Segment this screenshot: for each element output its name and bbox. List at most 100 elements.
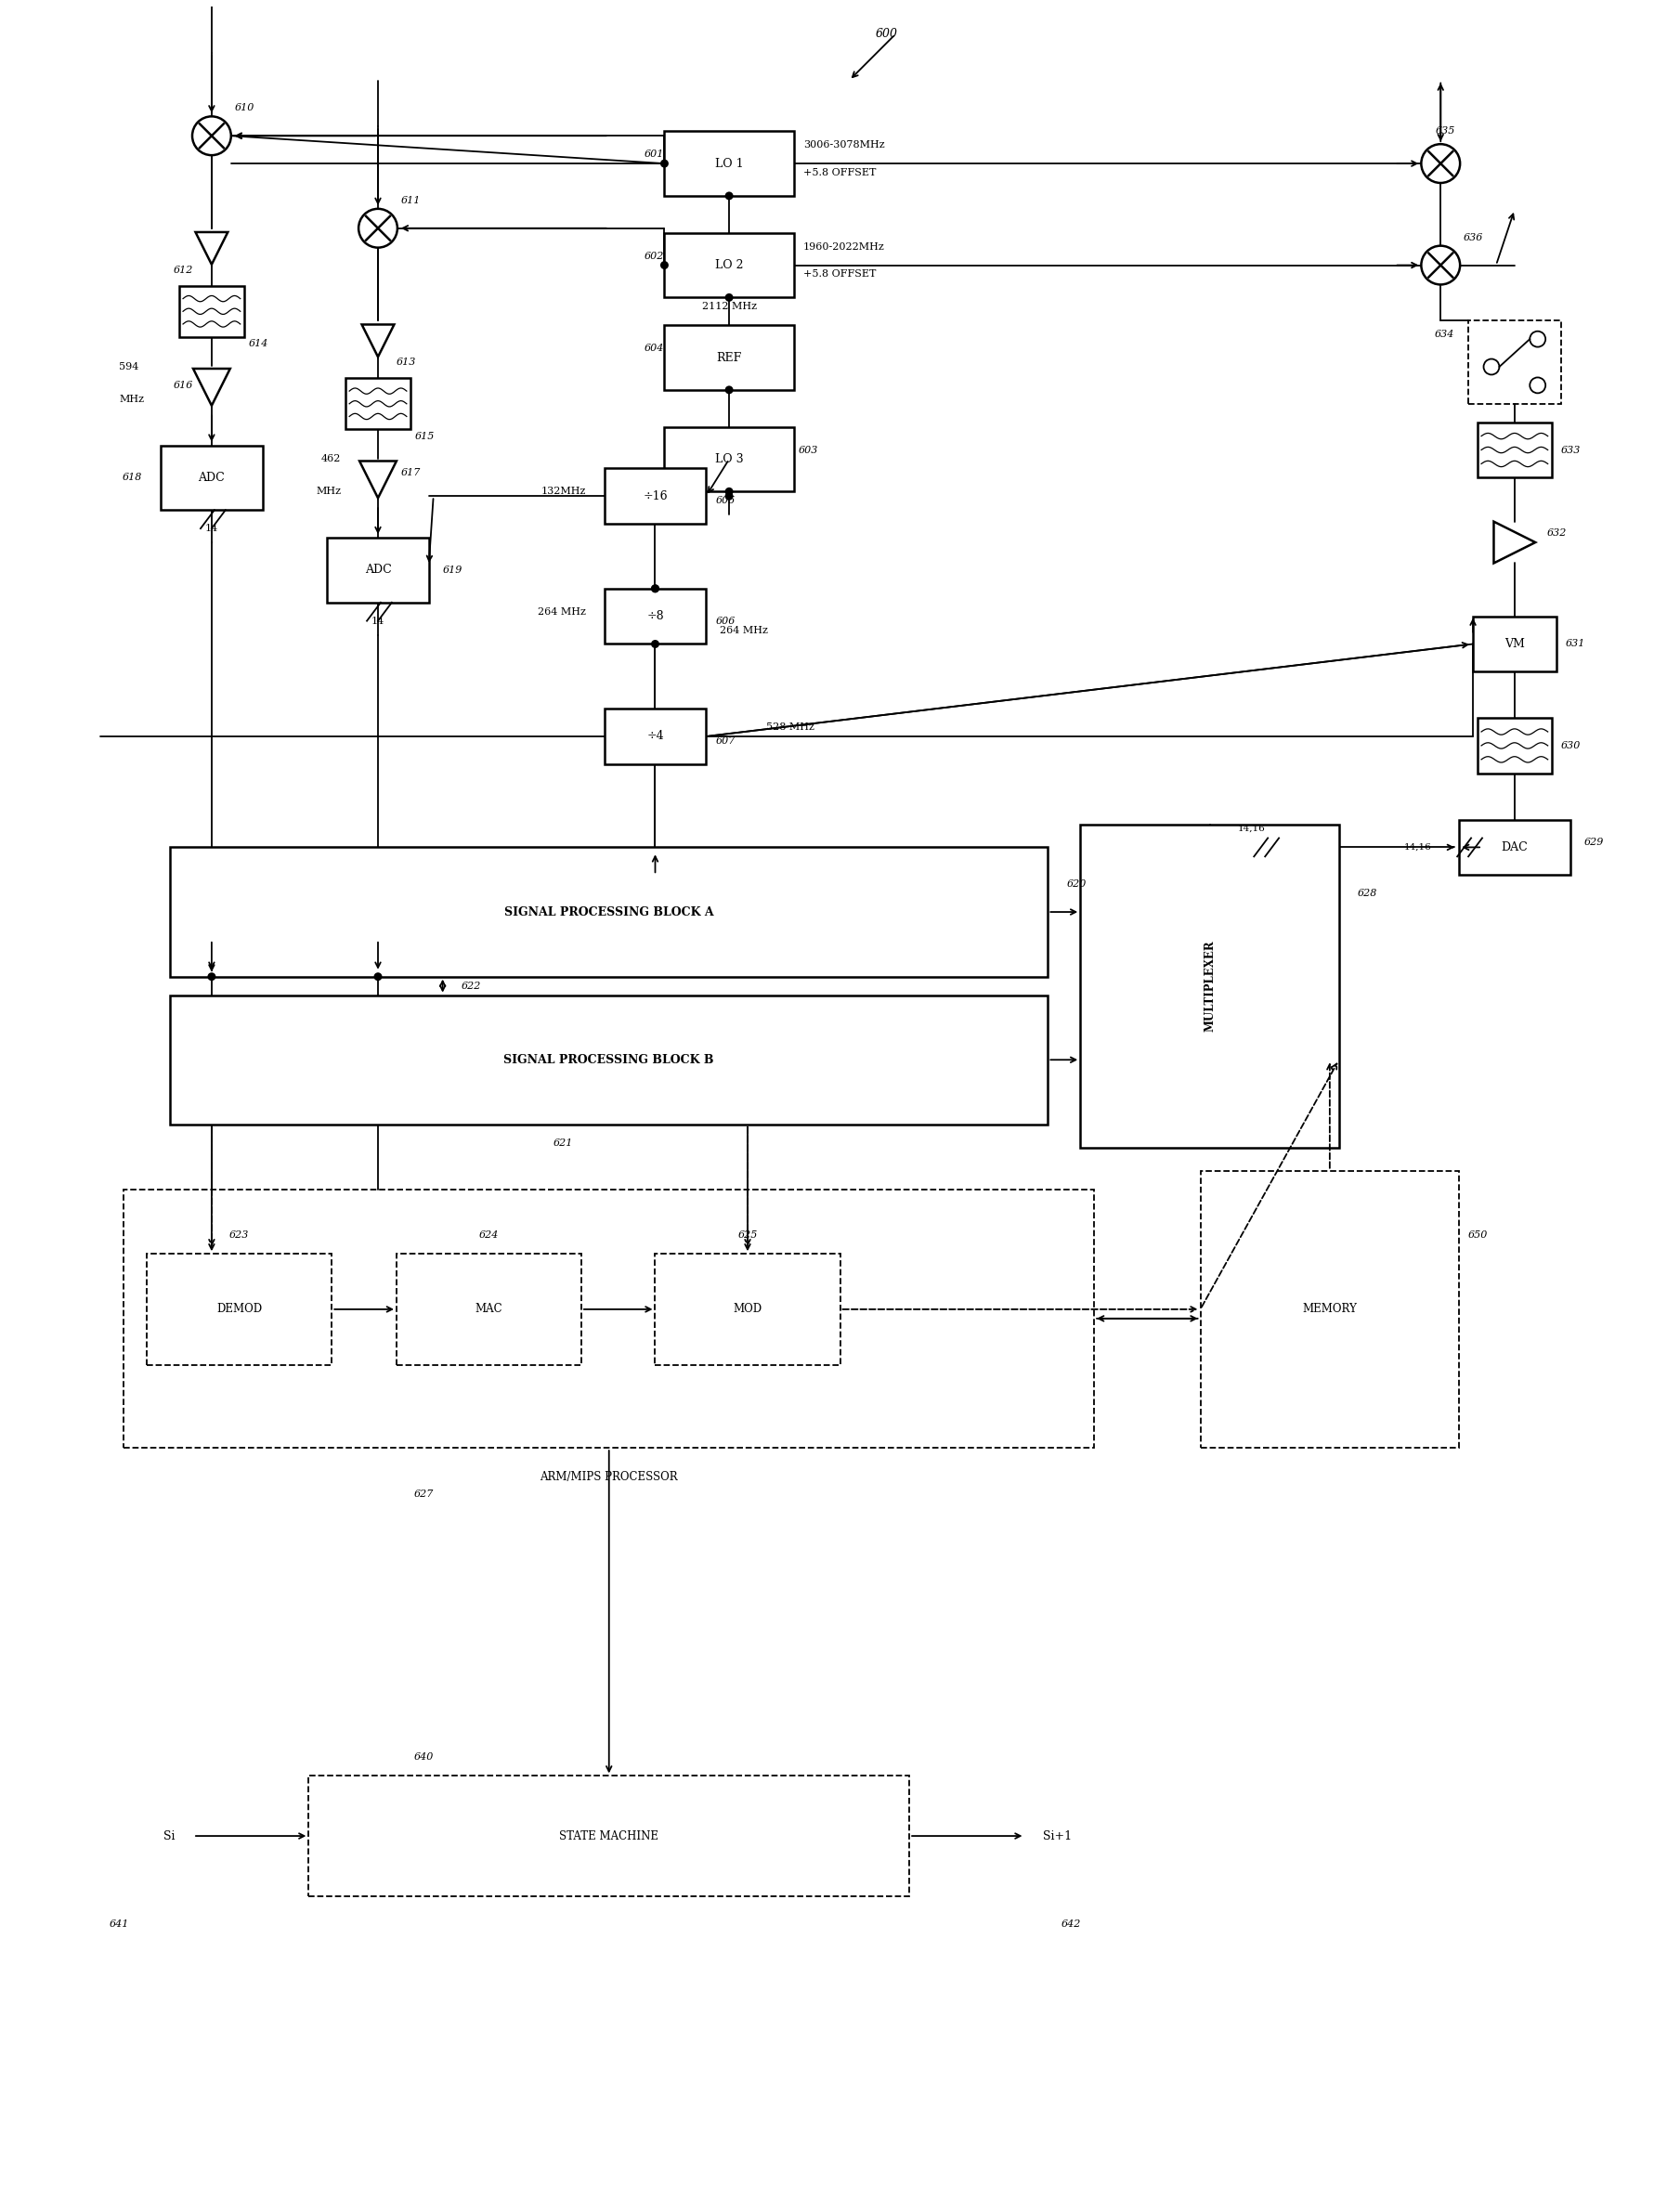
Text: LO 2: LO 2 — [716, 259, 743, 272]
Bar — [1478, 719, 1552, 774]
Text: 462: 462 — [321, 453, 341, 465]
Text: 633: 633 — [1561, 445, 1581, 456]
Text: VM: VM — [1504, 637, 1525, 650]
Text: 631: 631 — [1566, 639, 1586, 648]
Text: 610: 610 — [235, 104, 255, 113]
Circle shape — [1530, 332, 1546, 347]
Text: DAC: DAC — [1502, 841, 1527, 854]
Text: 605: 605 — [716, 495, 736, 504]
Text: 613: 613 — [396, 358, 417, 367]
Text: MULTIPLEXER: MULTIPLEXER — [1203, 940, 1216, 1031]
Text: ADC: ADC — [198, 471, 225, 484]
Text: MHz: MHz — [316, 487, 341, 495]
Bar — [1478, 422, 1552, 478]
Text: MOD: MOD — [732, 1303, 763, 1316]
Circle shape — [192, 117, 232, 155]
Bar — [664, 427, 793, 491]
Text: MAC: MAC — [475, 1303, 502, 1316]
Polygon shape — [360, 460, 396, 498]
Text: 603: 603 — [798, 445, 818, 456]
Text: 640: 640 — [415, 1752, 433, 1763]
Polygon shape — [361, 325, 395, 356]
Bar — [396, 1254, 581, 1365]
Text: 611: 611 — [402, 197, 422, 206]
Text: 635: 635 — [1435, 126, 1455, 135]
Text: REF: REF — [716, 352, 743, 363]
Text: 264 MHz: 264 MHz — [719, 626, 768, 635]
Bar — [605, 588, 706, 644]
Text: 622: 622 — [460, 982, 480, 991]
Circle shape — [652, 639, 659, 648]
Bar — [605, 469, 706, 524]
Circle shape — [358, 208, 398, 248]
Circle shape — [1421, 246, 1460, 285]
Bar — [328, 538, 428, 602]
Text: ÷16: ÷16 — [643, 491, 667, 502]
Polygon shape — [195, 232, 228, 265]
Text: 628: 628 — [1357, 889, 1378, 898]
Circle shape — [1421, 144, 1460, 184]
Text: 14,16: 14,16 — [1238, 825, 1265, 834]
Circle shape — [660, 159, 669, 168]
Text: 612: 612 — [173, 265, 193, 274]
Text: 3006-3078MHz: 3006-3078MHz — [803, 139, 884, 150]
Text: ARM/MIPS PROCESSOR: ARM/MIPS PROCESSOR — [539, 1471, 679, 1482]
Circle shape — [652, 584, 659, 593]
Text: 14,16: 14,16 — [1404, 843, 1431, 852]
Text: MHz: MHz — [119, 394, 144, 405]
Text: 632: 632 — [1547, 529, 1567, 538]
Bar — [180, 285, 244, 336]
Text: 606: 606 — [716, 617, 736, 626]
Text: 625: 625 — [738, 1230, 758, 1241]
Text: DEMOD: DEMOD — [217, 1303, 262, 1316]
Text: ÷8: ÷8 — [647, 611, 664, 622]
Text: ADC: ADC — [365, 564, 391, 575]
Text: +5.8 OFFSET: +5.8 OFFSET — [803, 270, 875, 279]
Text: LO 1: LO 1 — [716, 157, 743, 170]
Text: 2112 MHz: 2112 MHz — [702, 303, 756, 312]
Text: 618: 618 — [123, 473, 143, 482]
Bar — [170, 995, 1048, 1124]
Polygon shape — [193, 369, 230, 405]
Bar — [1468, 321, 1561, 405]
Text: 619: 619 — [442, 566, 462, 575]
Text: MEMORY: MEMORY — [1302, 1303, 1357, 1316]
Text: LO 3: LO 3 — [716, 453, 743, 465]
Text: +5.8 OFFSET: +5.8 OFFSET — [803, 168, 875, 177]
Text: 600: 600 — [875, 29, 897, 40]
Bar — [664, 325, 793, 389]
Text: 624: 624 — [479, 1230, 499, 1241]
Text: 636: 636 — [1463, 232, 1483, 241]
Text: 604: 604 — [645, 343, 664, 354]
Circle shape — [726, 487, 732, 495]
Text: 623: 623 — [230, 1230, 249, 1241]
Bar — [146, 1254, 331, 1365]
Text: 616: 616 — [173, 380, 193, 389]
Text: 627: 627 — [415, 1489, 433, 1500]
Text: 615: 615 — [415, 431, 435, 440]
Text: 620: 620 — [1067, 880, 1087, 889]
Circle shape — [726, 294, 732, 301]
Text: Si: Si — [163, 1829, 175, 1843]
Text: 601: 601 — [645, 150, 664, 159]
Text: SIGNAL PROCESSING BLOCK B: SIGNAL PROCESSING BLOCK B — [504, 1053, 714, 1066]
Circle shape — [726, 192, 732, 199]
Text: 642: 642 — [1062, 1920, 1080, 1929]
Text: ÷4: ÷4 — [647, 730, 664, 743]
Circle shape — [726, 491, 732, 500]
Bar — [1080, 825, 1339, 1148]
Circle shape — [1483, 358, 1499, 374]
Text: STATE MACHINE: STATE MACHINE — [559, 1829, 659, 1843]
Text: 14: 14 — [205, 524, 218, 533]
Circle shape — [1530, 378, 1546, 394]
Text: 629: 629 — [1584, 838, 1604, 847]
Circle shape — [726, 385, 732, 394]
Text: 621: 621 — [553, 1139, 573, 1148]
Text: 594: 594 — [119, 363, 139, 372]
Bar — [664, 131, 793, 197]
Circle shape — [375, 973, 381, 980]
Text: 634: 634 — [1435, 330, 1455, 338]
Circle shape — [660, 261, 669, 270]
Bar — [655, 1254, 840, 1365]
Text: 602: 602 — [645, 252, 664, 261]
